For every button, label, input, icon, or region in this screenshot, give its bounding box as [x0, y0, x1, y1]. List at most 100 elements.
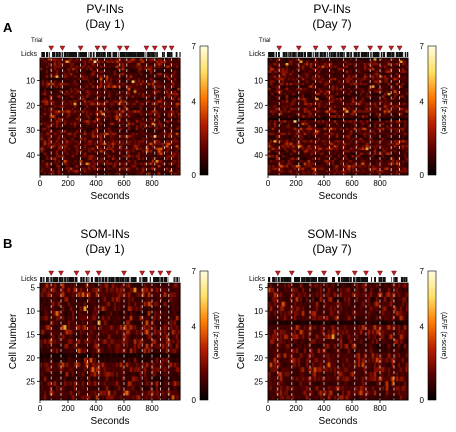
- lick-mark: [53, 52, 56, 57]
- heatmap-cell: [108, 140, 111, 143]
- heatmap-cell: [68, 170, 71, 173]
- heatmap-cell: [342, 58, 345, 61]
- heatmap-cell: [168, 65, 171, 69]
- heatmap-cell: [44, 157, 47, 161]
- heatmap-cell: [126, 105, 129, 109]
- heatmap-cell: [364, 90, 367, 94]
- heatmap-cell: [102, 122, 105, 126]
- heatmap-cell: [136, 147, 139, 151]
- heatmap-cell: [112, 72, 115, 76]
- heatmap-cell: [166, 117, 169, 121]
- heatmap-cell: [326, 90, 329, 94]
- heatmap-cell: [364, 95, 367, 99]
- heatmap-cell: [62, 100, 65, 104]
- heatmap-cell: [52, 85, 55, 89]
- heatmap-cell: [358, 67, 361, 71]
- heatmap-cell: [270, 100, 273, 104]
- heatmap-cell: [52, 117, 55, 121]
- heatmap-cell: [134, 162, 137, 166]
- heatmap-cell: [146, 97, 149, 101]
- heatmap-cell: [92, 75, 95, 79]
- heatmap-cell: [60, 105, 63, 109]
- heatmap-cell: [50, 105, 53, 109]
- heatmap-cell: [332, 102, 335, 106]
- heatmap-cell: [134, 85, 137, 89]
- heatmap-cell: [302, 67, 305, 71]
- heatmap-cell: [170, 77, 173, 81]
- heatmap-cell: [88, 137, 91, 141]
- heatmap-cell: [134, 147, 137, 151]
- heatmap-cell: [368, 70, 371, 74]
- heatmap-cell: [306, 70, 309, 74]
- heatmap-cell: [346, 102, 349, 106]
- heatmap-cell: [290, 92, 293, 96]
- heatmap-cell: [350, 80, 353, 84]
- heatmap-cell: [148, 65, 151, 69]
- heatmap-cell: [178, 97, 181, 101]
- heatmap-cell: [130, 165, 133, 168]
- heatmap-cell: [352, 97, 355, 101]
- heatmap-cell: [114, 62, 117, 66]
- heatmap-cell: [116, 127, 119, 131]
- heatmap-cell: [172, 155, 175, 158]
- lick-mark: [367, 52, 370, 57]
- heatmap-cell: [156, 85, 159, 89]
- heatmap-cell: [388, 58, 391, 61]
- heatmap-cell: [316, 95, 319, 99]
- lick-mark: [292, 52, 295, 57]
- heatmap-cell: [358, 77, 361, 81]
- heatmap-cell: [98, 67, 101, 71]
- heatmap-cell: [42, 127, 45, 131]
- heatmap-cell: [142, 60, 145, 64]
- heatmap-cell: [162, 70, 165, 74]
- heatmap-cell: [150, 112, 153, 116]
- heatmap-cell: [88, 105, 91, 109]
- heatmap-cell: [52, 110, 55, 114]
- heatmap-cell: [122, 115, 125, 119]
- heatmap-cell: [124, 58, 127, 61]
- heatmap-cell: [118, 132, 121, 136]
- heatmap-cell: [86, 112, 89, 116]
- heatmap-cell: [102, 125, 105, 128]
- heatmap-cell: [96, 105, 99, 109]
- heatmap-cell: [388, 60, 391, 64]
- heatmap-cell: [130, 67, 133, 71]
- heatmap-cell: [288, 72, 291, 76]
- heatmap-cell: [336, 102, 339, 106]
- heatmap-cell: [178, 117, 181, 121]
- heatmap-cell: [302, 77, 305, 81]
- heatmap-cell: [102, 100, 105, 104]
- heatmap-cell: [112, 115, 115, 119]
- heatmap-cell: [126, 115, 129, 119]
- heatmap-cell: [380, 92, 383, 96]
- heatmap-cell: [88, 147, 91, 151]
- heatmap-cell: [140, 147, 143, 151]
- heatmap-cell: [172, 72, 175, 76]
- heatmap-cell: [336, 67, 339, 71]
- heatmap-cell: [74, 165, 77, 168]
- heatmap-cell: [100, 170, 103, 173]
- colorbar-tick-label: 4: [192, 97, 197, 106]
- heatmap-cell: [98, 147, 101, 151]
- heatmap-cell: [148, 157, 151, 161]
- heatmap-cell: [160, 147, 163, 151]
- heatmap-cell: [356, 92, 359, 96]
- lick-mark: [319, 52, 322, 57]
- heatmap-cell: [150, 150, 153, 153]
- heatmap-cell: [70, 77, 73, 81]
- heatmap-cell: [276, 65, 279, 69]
- heatmap-cell: [326, 97, 329, 101]
- heatmap-cell: [96, 92, 99, 96]
- heatmap-cell: [122, 137, 125, 141]
- heatmap-cell: [166, 107, 169, 111]
- heatmap-cell: [92, 87, 95, 91]
- heatmap-cell: [128, 167, 131, 171]
- heatmap-cell: [170, 147, 173, 151]
- heatmap-cell: [108, 132, 111, 136]
- heatmap-cell: [360, 97, 363, 101]
- heatmap-cell: [92, 160, 95, 163]
- heatmap-cell: [66, 170, 69, 173]
- heatmap-cell: [348, 62, 351, 66]
- heatmap-cell: [70, 165, 73, 168]
- heatmap-cell: [274, 97, 277, 101]
